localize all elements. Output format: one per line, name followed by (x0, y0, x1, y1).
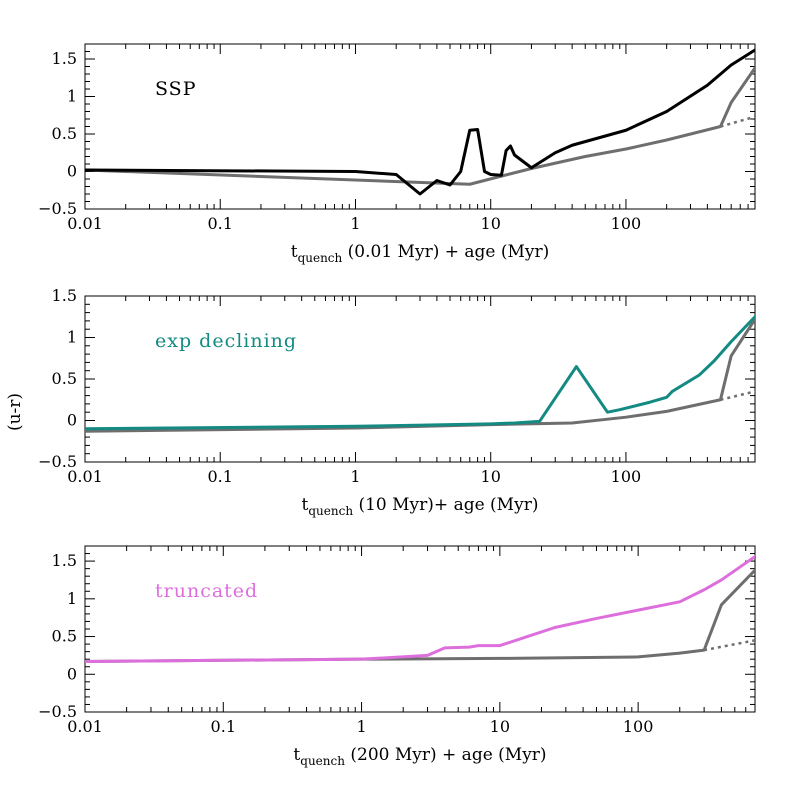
y-tick-label: 0 (67, 162, 77, 181)
x-axis-label: tquench (0.01 Myr) + age (Myr) (291, 242, 550, 265)
series-group (85, 555, 755, 663)
y-tick-label: 1.5 (52, 49, 77, 68)
reference-curve-line (85, 66, 755, 186)
plot-frame (84, 43, 756, 210)
panel-1: 0.01 0.1 1 10 100 −0.5 0 0.5 1 1.5 tquench (0.01 M… (38, 43, 756, 265)
x-tick-label: 100 (611, 214, 642, 233)
main-curve-line (85, 315, 755, 431)
plot-frame (84, 545, 756, 713)
x-tick-label: 1 (350, 214, 360, 233)
x-tick-label: 0.1 (208, 467, 233, 486)
y-tick-label: −0.5 (38, 199, 77, 218)
y-tick-label: 1 (67, 589, 77, 608)
x-tick-label: 0.1 (211, 717, 236, 736)
panel-annotation: truncated (155, 580, 258, 602)
y-tick-label: 0 (67, 411, 77, 430)
x-tick-label: 0.01 (67, 717, 103, 736)
panel-annotation: SSP (155, 78, 196, 100)
y-tick-label: 0.5 (52, 124, 77, 143)
x-tick-label: 0.01 (67, 467, 103, 486)
reference-extension-line (720, 390, 755, 401)
x-tick-label: 100 (623, 717, 654, 736)
x-tick-label: 10 (490, 717, 510, 736)
main-curve-line (85, 48, 755, 196)
x-axis-label: tquench (200 Myr) + age (Myr) (293, 745, 546, 768)
x-tick-label: 100 (611, 467, 642, 486)
main-curve-line (85, 555, 755, 663)
y-tick-label: 0.5 (52, 627, 77, 646)
x-axis-label: tquench (10 Myr)+ age (Myr) (302, 495, 539, 518)
x-tick-label: 1 (350, 467, 360, 486)
x-tick-label: 0.1 (208, 214, 233, 233)
y-tick-label: 0.5 (52, 369, 77, 388)
panel-2: 0.01 0.1 1 10 100 −0.5 0 0.5 1 1.5 tquench (10 Myr… (38, 286, 756, 518)
y-tick-label: 1 (67, 87, 77, 106)
x-tick-label: 0.01 (67, 214, 103, 233)
reference-extension-line (703, 639, 755, 652)
panel-annotation: exp declining (155, 330, 297, 352)
y-tick-label: 0 (67, 664, 77, 683)
y-tick-label: 1.5 (52, 286, 77, 305)
x-tick-label: 10 (481, 214, 501, 233)
y-axis-label: (u-r) (5, 393, 25, 431)
reference-extension-line (720, 115, 755, 128)
y-tick-label: 1.5 (52, 551, 77, 570)
y-tick-label: −0.5 (38, 702, 77, 721)
y-tick-label: 1 (67, 328, 77, 347)
series-group (85, 315, 755, 433)
plot-frame (84, 295, 756, 463)
x-tick-label: 10 (481, 467, 501, 486)
panel-3: 0.01 0.1 1 10 100 −0.5 0 0.5 1 1.5 tquench (200 My… (38, 545, 756, 768)
y-tick-label: −0.5 (38, 452, 77, 471)
x-tick-label: 1 (356, 717, 366, 736)
series-group (85, 48, 755, 196)
